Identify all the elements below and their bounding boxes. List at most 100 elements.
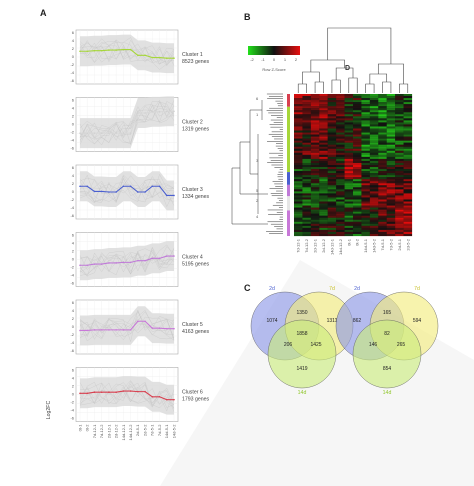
heatmap-cell — [327, 94, 337, 97]
heatmap-cell — [378, 118, 387, 121]
heatmap-cell — [386, 114, 396, 117]
heatmap-cell — [386, 195, 396, 198]
heatmap-cell — [361, 138, 370, 141]
heatmap-cell — [344, 183, 354, 186]
heatmap-cell — [344, 140, 354, 143]
heatmap-cell — [310, 152, 320, 155]
cluster-y-tick: 4 — [72, 38, 75, 43]
cluster-y-tick: 0 — [72, 324, 75, 329]
cluster-centroid-point — [129, 261, 132, 264]
heatmap-cell — [403, 215, 413, 218]
cluster-centroid-line — [80, 320, 174, 332]
heatmap-cell — [353, 213, 362, 216]
heatmap-cell — [361, 197, 370, 200]
heatmap-cell — [403, 207, 413, 210]
heatmap-cell — [378, 114, 387, 117]
heatmap-cell — [361, 183, 370, 186]
cluster-x-tick: 7d-12-1 — [92, 424, 97, 439]
heatmap-cell — [361, 177, 370, 180]
heatmap-cell — [369, 106, 379, 109]
heatmap-cell — [361, 205, 370, 208]
heatmap-cell — [344, 96, 354, 99]
heatmap-cell — [336, 193, 345, 196]
heatmap-cell — [336, 122, 345, 125]
heatmap-cell — [319, 201, 328, 204]
heatmap-cell — [353, 106, 362, 109]
cluster-name: Cluster 2 — [182, 120, 203, 126]
side-strip-segment — [287, 94, 290, 107]
heatmap-cell — [336, 195, 345, 198]
heatmap-cell — [361, 169, 370, 172]
heatmap-cell — [302, 154, 311, 157]
heatmap-cell — [386, 162, 396, 166]
heatmap-cell — [336, 132, 345, 135]
heatmap-cell — [327, 193, 337, 196]
cluster-x-tick: 7d-5-1 — [150, 424, 155, 436]
heatmap-column-label: 14d-12-2 — [338, 238, 343, 255]
heatmap-cell — [319, 158, 328, 162]
heatmap-cell — [361, 181, 370, 184]
row-cluster-labels: 6 1 3 5 2 4 — [256, 96, 259, 219]
heatmap-cell — [403, 181, 413, 184]
heatmap-cell — [319, 150, 328, 153]
heatmap-cell — [403, 140, 413, 143]
heatmap-cell — [361, 193, 370, 196]
cluster-centroid-point — [115, 391, 117, 394]
heatmap-column-label: 2d-12-1 — [313, 238, 318, 253]
heatmap-cell — [403, 211, 413, 214]
heatmap-cell — [336, 108, 345, 111]
heatmap-cell — [403, 221, 413, 224]
heatmap-cell — [302, 195, 311, 198]
cluster-centroid-point — [122, 48, 125, 51]
heatmap-cell — [336, 229, 345, 233]
heatmap-cell — [336, 136, 345, 139]
heatmap-cell — [319, 191, 328, 194]
cluster-centroid-point — [144, 320, 146, 323]
heatmap-cell — [344, 223, 354, 226]
heatmap-cell — [369, 100, 379, 103]
cluster-centroid-point — [129, 390, 132, 392]
cluster-centroid-point — [100, 49, 103, 52]
cluster-centroid-point — [79, 329, 81, 332]
heatmap-cell — [403, 233, 413, 237]
heatmap-cell — [395, 195, 404, 198]
heatmap-cell — [344, 116, 354, 119]
heatmap-cell — [361, 106, 370, 109]
heatmap-cell — [344, 154, 354, 157]
heatmap-cell — [294, 160, 303, 164]
heatmap-cell — [403, 96, 413, 99]
heatmap-cell — [395, 114, 404, 117]
cluster-centroid-point — [137, 54, 139, 57]
heatmap-cell — [386, 136, 396, 139]
heatmap-cell — [327, 156, 337, 160]
heatmap-cell — [395, 104, 404, 107]
heatmap-cell — [386, 130, 396, 133]
heatmap-cell — [310, 171, 320, 174]
heatmap-cell — [294, 156, 303, 160]
cluster-y-tick: 2 — [72, 384, 75, 389]
cluster-y-axis-label: Log2FC — [46, 401, 52, 420]
venn-set-label: 14d — [298, 390, 307, 396]
cluster-y-tick: -6 — [70, 348, 74, 353]
side-strip-segment — [287, 172, 290, 185]
heatmap-cell — [395, 203, 404, 206]
heatmap-cell — [336, 233, 345, 237]
heatmap-cell — [344, 104, 354, 107]
panel-letter-b: B — [244, 12, 251, 22]
heatmap-cell — [378, 154, 387, 157]
heatmap-cell — [386, 217, 396, 220]
heatmap-cell — [327, 217, 337, 220]
heatmap-cell — [294, 215, 303, 218]
heatmap-cell — [353, 144, 362, 147]
heatmap-cell — [378, 158, 387, 162]
venn-region-ab: 165 — [383, 310, 392, 316]
heatmap-cell — [386, 171, 396, 174]
heatmap-cell — [327, 195, 337, 198]
venn-region-ac: 146 — [369, 342, 378, 348]
heatmap-cell — [294, 197, 303, 200]
heatmap-cell — [403, 110, 413, 113]
cluster-centroid-point — [144, 54, 146, 57]
heatmap-cell — [319, 215, 328, 218]
heatmap-cell — [395, 102, 404, 105]
heatmap-cell — [344, 148, 354, 151]
